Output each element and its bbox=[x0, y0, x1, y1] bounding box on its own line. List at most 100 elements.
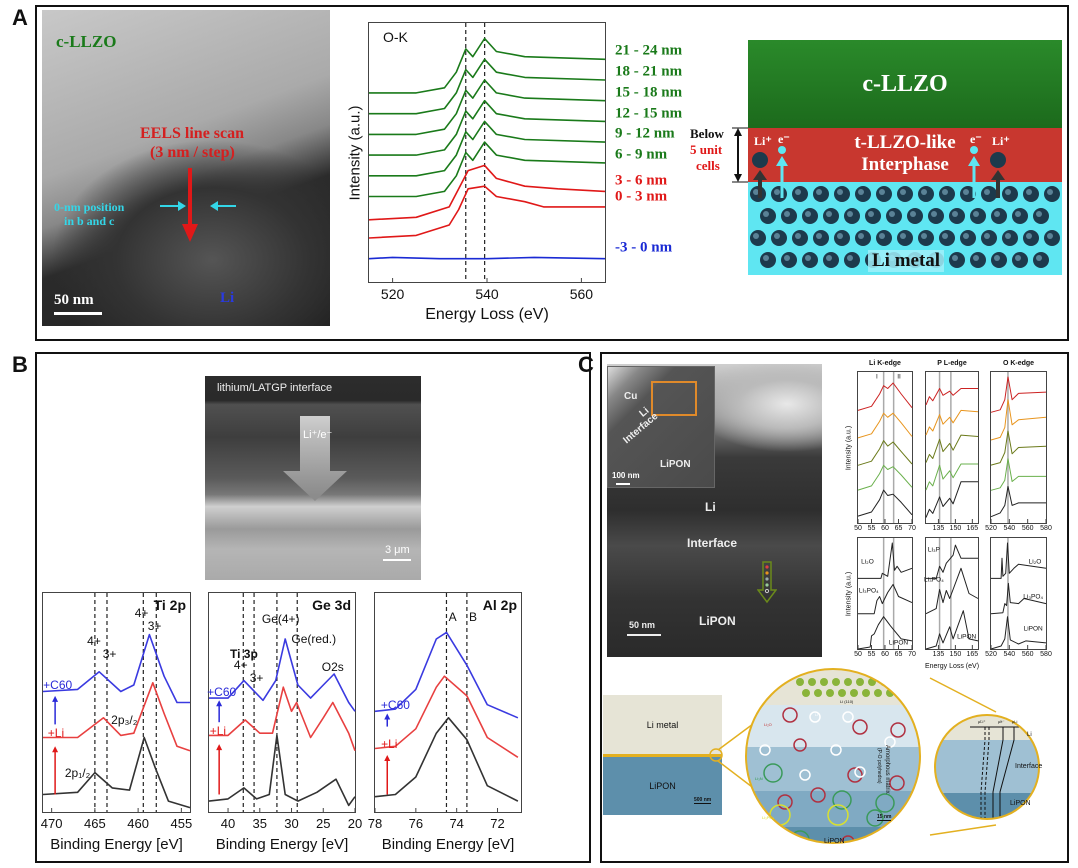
series-line bbox=[925, 463, 978, 491]
series-line bbox=[209, 638, 356, 712]
x-tick-label: 72 bbox=[490, 816, 505, 831]
series-line bbox=[858, 542, 913, 579]
series-line bbox=[991, 542, 1047, 579]
series-line bbox=[926, 544, 978, 579]
plot-canvas bbox=[857, 372, 913, 523]
series-label: 15 - 18 nm bbox=[615, 84, 683, 101]
annotation-label: B bbox=[468, 610, 478, 625]
annotation-label: II bbox=[897, 373, 901, 381]
x-tick-label: 78 bbox=[367, 816, 383, 831]
x-tick-label: 540 bbox=[475, 286, 499, 302]
plot-al-2p: 78 76 74 72 Binding Energy [eV] Al 2p A B +C60 +L… bbox=[368, 592, 522, 853]
label-eels-scan: EELS line scan bbox=[140, 125, 245, 142]
annotation-label: Li₂O bbox=[1028, 558, 1042, 566]
arrow-head-icon bbox=[52, 695, 59, 702]
series-line bbox=[990, 486, 1046, 518]
li3n-label: Li₃N bbox=[755, 776, 763, 781]
series-line bbox=[857, 382, 913, 411]
annotation-label: 4+ bbox=[233, 658, 248, 673]
series-line bbox=[374, 631, 519, 719]
annotation-label: Li₃PO₄ bbox=[924, 576, 944, 584]
series-line bbox=[368, 256, 606, 260]
x-tick-label: 70 bbox=[908, 525, 916, 532]
scan-direction-arrow-icon bbox=[757, 561, 777, 604]
interphase-layer: t-LLZO-like Interphase bbox=[748, 128, 1062, 182]
mu-electron-label: μ̃e⁻ bbox=[998, 719, 1005, 724]
arrow-head-icon bbox=[384, 755, 391, 762]
annotation-label: Ge(4+) bbox=[261, 612, 300, 627]
series-line bbox=[857, 440, 913, 466]
series-line bbox=[925, 388, 978, 406]
x-tick-label: 50 bbox=[854, 525, 862, 532]
scale-500nm-label: 500 nm bbox=[694, 797, 712, 804]
series-line bbox=[208, 734, 356, 807]
arrow-head-icon bbox=[216, 744, 223, 751]
lipon-mid-label: LiPON bbox=[824, 838, 845, 845]
series-label: 12 - 15 nm bbox=[615, 105, 683, 122]
tem-scale-label: 50 nm bbox=[629, 620, 656, 630]
matrix-label: Amorphous matrix bbox=[884, 745, 890, 794]
plot-canvas bbox=[857, 538, 913, 650]
plot-canvas bbox=[368, 23, 606, 282]
series-line bbox=[209, 686, 356, 751]
x-tick-label: 540 bbox=[1003, 651, 1016, 658]
annotation-label: LiPON bbox=[1023, 625, 1043, 633]
series-line bbox=[43, 682, 191, 752]
x-tick-label: 470 bbox=[40, 816, 63, 831]
x-tick-label: 135 bbox=[932, 525, 945, 532]
label-zero-position-2: in b and c bbox=[64, 214, 115, 228]
x-tick-label: 65 bbox=[894, 525, 903, 532]
series-label: -3 - 0 nm bbox=[615, 239, 673, 256]
li-ion-label: Li⁺ bbox=[754, 134, 772, 148]
x-tick-label: 76 bbox=[408, 816, 424, 831]
x-tick-label: 25 bbox=[316, 816, 331, 831]
series-line bbox=[857, 616, 913, 650]
series-line bbox=[858, 583, 913, 615]
tem-micrograph-c: Cu Li Interface LiPON 100 nm Li Interfac… bbox=[607, 364, 822, 657]
plot-canvas bbox=[925, 372, 979, 523]
x-tick-label: 580 bbox=[1040, 651, 1052, 658]
li-transport-arrow-icon bbox=[283, 416, 411, 561]
lipon-label: LiPON bbox=[649, 781, 676, 791]
annotation-label: Li₃P bbox=[927, 546, 940, 554]
series-line bbox=[925, 481, 978, 518]
x-tick-label: 55 bbox=[867, 525, 876, 532]
series-line bbox=[369, 79, 606, 136]
li-electron-label: Li⁺/e⁻ bbox=[303, 429, 333, 441]
x-tick-label: 580 bbox=[1040, 525, 1052, 532]
y-axis-label: Intensity (a.u.) bbox=[845, 425, 853, 470]
x-tick-label: 520 bbox=[380, 286, 405, 302]
panel-label-c: C bbox=[578, 352, 594, 377]
tem-scale-bar bbox=[627, 634, 661, 636]
series-label: 0 - 3 nm bbox=[615, 188, 668, 205]
li-metal-label: Li metal bbox=[868, 250, 945, 272]
series-line bbox=[990, 399, 1047, 441]
label-zero-position: 0-nm position bbox=[54, 200, 125, 214]
plot-p-l-edge: 135 150 165 P L-edge bbox=[925, 360, 979, 532]
series-line bbox=[369, 120, 606, 177]
scale-bar-label: 50 nm bbox=[54, 292, 94, 308]
series-line bbox=[857, 412, 913, 439]
annotation-label: +Li bbox=[381, 737, 398, 752]
x-tick-label: 65 bbox=[894, 651, 903, 658]
tem-lipon-label: LiPON bbox=[699, 614, 736, 628]
tem-interface-label: Interface bbox=[687, 536, 738, 550]
annotation-label: LiPON bbox=[888, 639, 909, 647]
potential-profile-circle bbox=[935, 715, 1039, 819]
annotation-label: 4+ bbox=[87, 634, 101, 649]
x-tick-label: 150 bbox=[949, 651, 962, 658]
inset-scale-label: 100 nm bbox=[612, 471, 640, 480]
plot-canvas bbox=[208, 593, 356, 812]
series-line bbox=[374, 675, 519, 758]
x-tick-label: 20 bbox=[347, 816, 363, 831]
plot-o-k-edge-reference: 520 540 560 580 Li₂O Li₃PO₄ LiPON bbox=[985, 537, 1052, 658]
electron-label-right: e⁻ bbox=[970, 132, 982, 146]
plot-title: Ge 3d bbox=[312, 597, 351, 613]
x-tick-label: 560 bbox=[1021, 525, 1034, 532]
x-tick-label: 60 bbox=[881, 525, 889, 532]
li-metal-block: Li metal bbox=[603, 695, 722, 755]
panel-label-a: A bbox=[12, 5, 28, 30]
arrow-head-icon bbox=[384, 713, 391, 720]
y-axis-label: Intensity (a.u.) bbox=[845, 571, 853, 616]
electron-label: e⁻ bbox=[778, 132, 790, 146]
